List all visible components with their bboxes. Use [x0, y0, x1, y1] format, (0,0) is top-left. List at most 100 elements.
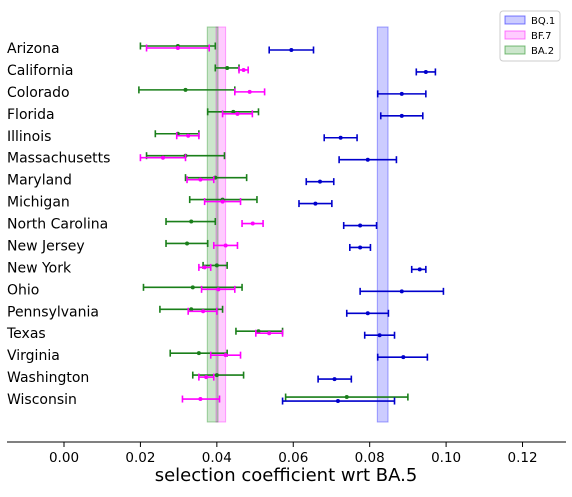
state-label: New York	[7, 260, 72, 276]
errorbar-point	[318, 179, 323, 184]
errorbar-point	[183, 87, 188, 92]
errorbar-point	[377, 333, 382, 338]
errorbar-bq1	[268, 46, 315, 54]
errorbar-point	[256, 329, 261, 334]
state-label: Illinois	[7, 129, 51, 145]
errorbar-point	[241, 67, 246, 72]
state-label: Arizona	[7, 41, 60, 57]
errorbar-point	[223, 243, 228, 248]
errorbar-bq1	[323, 134, 358, 142]
errorbar-bq1	[363, 331, 396, 339]
errorbar-bq1	[376, 90, 427, 98]
errorbar-point	[250, 221, 255, 226]
errorbar-point	[267, 331, 272, 336]
errorbar-bq1	[376, 353, 429, 361]
state-label: North Carolina	[7, 217, 108, 233]
errorbar-point	[190, 285, 195, 290]
errorbar-point	[235, 111, 240, 116]
errorbar-point	[204, 375, 209, 380]
state-label: New Jersey	[7, 238, 85, 254]
errorbar-bq1	[317, 375, 353, 383]
errorbar-point	[214, 263, 219, 268]
errorbar-bq1	[359, 287, 445, 295]
errorbar-ba2	[165, 218, 217, 226]
state-label: Ohio	[7, 282, 39, 298]
errorbar-point	[214, 373, 219, 378]
legend-swatch	[504, 15, 526, 25]
x-tick-label: 0.04	[202, 450, 232, 466]
errorbar-ba2	[169, 349, 228, 357]
x-tick-label: 0.00	[49, 450, 79, 466]
errorbar-ba2	[142, 283, 243, 291]
errorbar-point	[399, 289, 404, 294]
errorbar-point	[225, 65, 230, 70]
errorbar-bq1	[342, 222, 378, 230]
errorbar-point	[198, 397, 203, 402]
errorbar-bf7	[198, 263, 212, 271]
errorbar-point	[202, 265, 207, 270]
errorbar-point	[189, 219, 194, 224]
errorbar-point	[247, 89, 252, 94]
errorbar-point	[401, 355, 406, 360]
legend-label: BQ.1	[531, 16, 555, 27]
errorbar-point	[185, 241, 190, 246]
errorbar-bf7	[238, 66, 249, 74]
errorbar-point	[335, 399, 340, 404]
errorbar-point	[201, 309, 206, 314]
errorbar-bf7	[221, 110, 254, 118]
state-label: Michigan	[7, 195, 70, 211]
errorbar-point	[417, 267, 422, 272]
errorbar-point	[313, 201, 318, 206]
errorbar-point	[423, 69, 428, 74]
band-ba2	[206, 26, 219, 423]
errorbar-bf7	[181, 395, 221, 403]
errorbar-point	[332, 377, 337, 382]
errorbar-point	[160, 155, 165, 160]
errorbar-bf7	[139, 154, 187, 162]
errorbar-ba2	[191, 371, 245, 379]
errorbar-point	[216, 287, 221, 292]
errorbar-point	[223, 353, 228, 358]
errorbar-point	[399, 91, 404, 96]
legend-label: BA.2	[531, 46, 554, 57]
x-tick-label: 0.06	[278, 450, 308, 466]
errorbar-bq1	[298, 200, 333, 208]
errorbar-bq1	[410, 265, 427, 273]
x-tick-label: 0.12	[507, 450, 537, 466]
errorbar-point	[344, 395, 349, 400]
errorbar-bf7	[145, 44, 210, 52]
state-label: Massachusetts	[7, 151, 110, 167]
errorbar-bq1	[305, 178, 335, 186]
errorbar-point	[196, 351, 201, 356]
x-axis-label: selection coefficient wrt BA.5	[155, 465, 418, 486]
state-label: Florida	[7, 107, 55, 123]
errorbar-bf7	[186, 176, 215, 184]
x-axis: selection coefficient wrt BA.5 0.00 0.02 0…	[7, 441, 566, 486]
state-label: Pennsylvania	[7, 304, 99, 320]
errorbar-point	[358, 245, 363, 250]
errorbar-bf7	[200, 285, 236, 293]
legend-swatch	[504, 30, 526, 40]
errorbar-point	[186, 133, 191, 138]
state-label: Virginia	[7, 348, 60, 364]
errorbar-point	[399, 113, 404, 118]
x-tick-label: 0.10	[431, 450, 461, 466]
errorbar-bf7	[175, 132, 200, 140]
state-label: Washington	[7, 370, 89, 386]
legend-label: BF.7	[531, 31, 552, 42]
errorbar-bq1	[338, 156, 398, 164]
state-label: Texas	[6, 326, 46, 342]
legend-swatch	[504, 45, 526, 55]
errorbar-bf7	[233, 88, 266, 96]
errorbar-bf7	[198, 373, 215, 381]
legend: BQ.1 BF.7 BA.2	[499, 10, 561, 62]
errorbar-bf7	[241, 220, 264, 228]
errorbar-bq1	[349, 243, 372, 251]
errorbar-ba2	[165, 239, 209, 247]
errorbar-bf7	[209, 351, 242, 359]
state-labels: Arizona California Colorado Florida Illinois…	[6, 41, 110, 408]
errorbar-bf7	[187, 307, 218, 315]
errorbar-ba2	[159, 305, 224, 313]
x-tick-label: 0.02	[125, 450, 155, 466]
